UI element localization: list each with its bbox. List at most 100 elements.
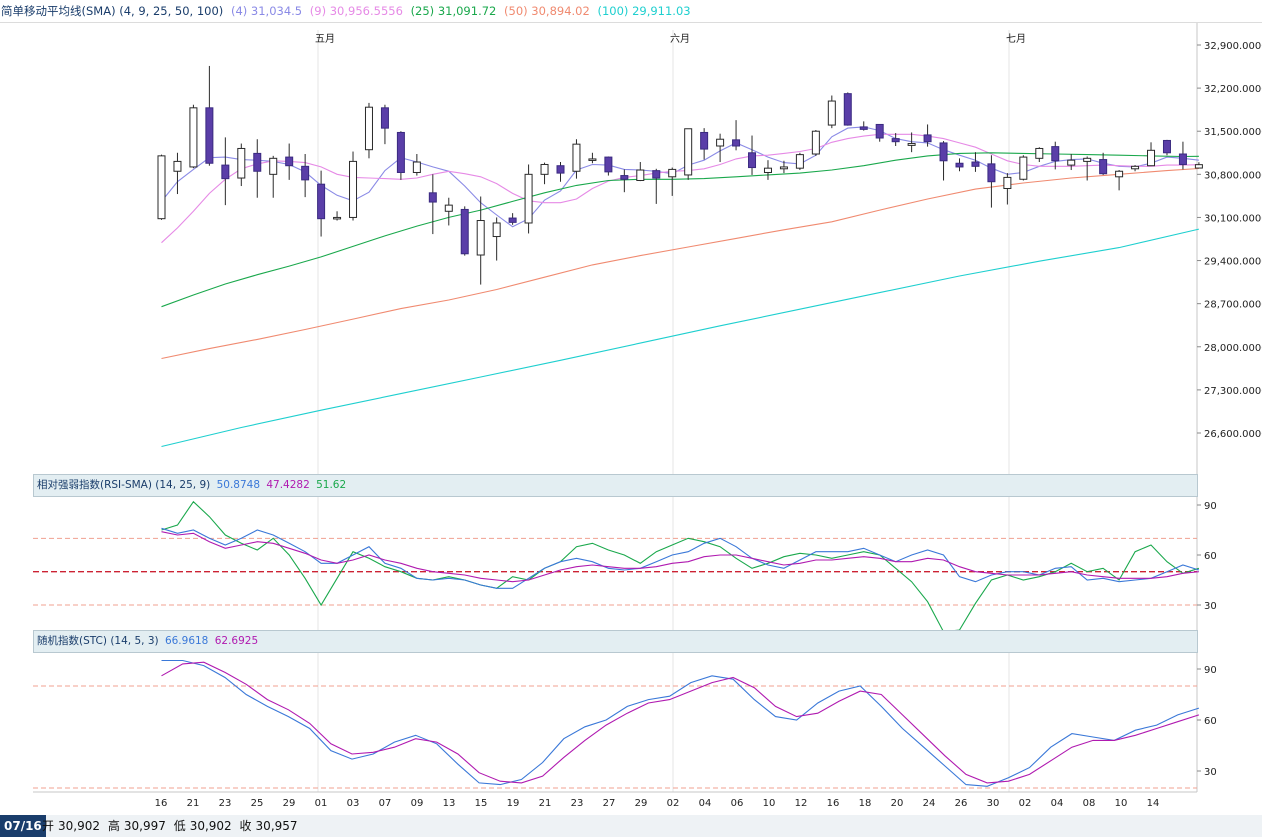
candle-body xyxy=(588,158,597,161)
stc-panel: 90 60 30 xyxy=(33,652,1217,792)
candle-body xyxy=(572,143,581,172)
candle xyxy=(1194,162,1203,169)
candle xyxy=(1051,141,1060,170)
candle xyxy=(189,104,198,169)
candle-body xyxy=(763,167,772,173)
x-tick-label: 19 xyxy=(507,798,520,809)
sma9-value: 30,956.5556 xyxy=(329,4,403,18)
x-tick-label: 09 xyxy=(411,798,424,809)
candle-body xyxy=(923,134,932,143)
ohlc-status-bar: 07/16 开 30,902 高 30,997 低 30,902 收 30,957 xyxy=(0,815,1262,837)
candle xyxy=(668,167,677,196)
x-tick-label: 02 xyxy=(1019,798,1032,809)
candle-body xyxy=(1147,149,1156,167)
rsi-legend-title: 相对强弱指数(RSI-SMA) (14, 25, 9) xyxy=(37,479,211,491)
candle-body xyxy=(1162,139,1171,154)
x-tick-label: 30 xyxy=(987,798,1000,809)
stc-legend-title: 随机指数(STC) (14, 5, 3) xyxy=(37,635,159,647)
stc-y-tick-label: 60 xyxy=(1204,716,1217,727)
candle-body xyxy=(460,208,469,255)
candle xyxy=(1178,141,1187,170)
candle xyxy=(875,123,884,142)
candle-body xyxy=(317,183,326,220)
candle-body xyxy=(1003,176,1012,189)
sma50-label: (50) xyxy=(504,4,528,18)
candle-body xyxy=(604,156,613,173)
x-tick-label: 10 xyxy=(1115,798,1128,809)
candle xyxy=(1147,142,1156,167)
candle-body xyxy=(748,152,757,169)
sma100-line xyxy=(161,228,1200,448)
candle xyxy=(333,211,342,221)
y-tick-label: 26,600.0000 xyxy=(1204,429,1262,440)
y-tick-label: 32,900.0000 xyxy=(1204,41,1262,52)
x-tick-label: 26 xyxy=(955,798,968,809)
candle xyxy=(748,135,757,175)
candle xyxy=(652,168,661,204)
candle-body xyxy=(907,143,916,146)
stc-legend: 随机指数(STC) (14, 5, 3) 66.9618 62.6925 xyxy=(37,631,261,652)
x-tick-label: 02 xyxy=(667,798,680,809)
candle-body xyxy=(1131,165,1140,170)
candle xyxy=(460,206,469,256)
candle-body xyxy=(827,100,836,126)
candle-body xyxy=(412,161,421,173)
candle xyxy=(269,155,278,198)
sma25-label: (25) xyxy=(410,4,435,18)
candle-body xyxy=(1051,146,1060,162)
stc-d-line xyxy=(161,661,1200,784)
candle xyxy=(476,196,485,285)
candle-body xyxy=(843,93,852,126)
rsi-panel: 90 60 30 xyxy=(33,496,1217,633)
candle xyxy=(157,154,166,220)
candle-body xyxy=(476,220,485,256)
candle-body xyxy=(428,192,437,203)
candle xyxy=(1099,152,1108,175)
candle-body xyxy=(1115,170,1124,178)
x-tick-label: 01 xyxy=(315,798,328,809)
candle xyxy=(923,124,932,147)
candle xyxy=(955,158,964,172)
candle xyxy=(1131,165,1140,172)
candle-body xyxy=(237,147,246,179)
sma-legend: 简单移动平均线(SMA) (4, 9, 25, 50, 100) (4) 31,… xyxy=(1,0,695,22)
candle xyxy=(556,162,565,182)
x-tick-label: 13 xyxy=(443,798,456,809)
candle xyxy=(971,152,980,172)
candle xyxy=(700,128,709,160)
candle xyxy=(364,102,373,159)
candle-body xyxy=(684,128,693,176)
candle-body xyxy=(939,142,948,162)
candle-body xyxy=(1083,157,1092,162)
candle xyxy=(396,131,405,180)
stc-k-value: 66.9618 xyxy=(164,635,209,647)
x-tick-label: 24 xyxy=(923,798,936,809)
candle xyxy=(620,169,629,193)
candle xyxy=(636,162,645,182)
sma25-line xyxy=(161,152,1199,308)
candle-body xyxy=(732,139,741,147)
candle xyxy=(987,155,996,208)
rsi-legend-bar: 相对强弱指数(RSI-SMA) (14, 25, 9) 50.8748 47.4… xyxy=(33,474,1198,497)
month-label: 五月 xyxy=(315,33,335,45)
x-tick-label: 10 xyxy=(763,798,776,809)
candle xyxy=(1083,156,1092,181)
candle-body xyxy=(620,175,629,180)
candle xyxy=(843,92,852,126)
candle xyxy=(1035,147,1044,163)
candle xyxy=(540,162,549,185)
candle-body xyxy=(1035,147,1044,159)
candle xyxy=(205,65,214,166)
y-tick-label: 30,100.0000 xyxy=(1204,213,1262,224)
stc-k-line xyxy=(161,659,1200,787)
candle-body xyxy=(1019,156,1028,180)
candle xyxy=(572,139,581,179)
candle xyxy=(1003,173,1012,205)
candle-body xyxy=(349,160,358,218)
candle-body xyxy=(971,161,980,167)
rsi-legend: 相对强弱指数(RSI-SMA) (14, 25, 9) 50.8748 47.4… xyxy=(37,475,349,496)
candle xyxy=(811,129,820,156)
rsi-y-tick-label: 90 xyxy=(1204,501,1217,512)
sma25-value: 31,091.72 xyxy=(437,4,497,18)
open-value: 30,902 xyxy=(58,819,101,833)
